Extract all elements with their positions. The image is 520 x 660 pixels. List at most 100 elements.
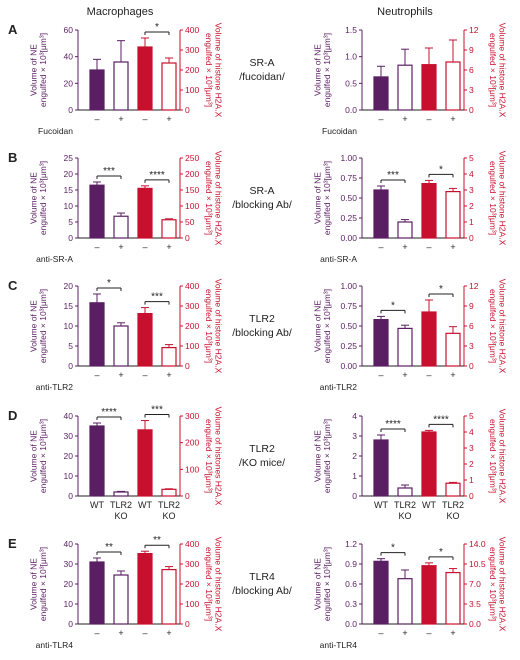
y-axis-title-right-line: engulfed × 10³[μm³]: [488, 419, 498, 493]
x-tick-label: WT: [138, 500, 152, 510]
bar: [113, 61, 129, 111]
y-axis-title-left-line: Volume of NE: [313, 300, 323, 352]
y-axis-title-right-line: engulfed × 10³[μm³]: [204, 33, 214, 107]
x-tick-label: +: [166, 242, 171, 252]
x-tick-label: +: [450, 628, 455, 638]
y-tick-label-left: 0: [68, 361, 73, 371]
y-tick-label-right: 100: [185, 464, 199, 474]
y-tick-label-right: 200: [185, 169, 199, 179]
header-macrophages: Macrophages: [87, 6, 154, 18]
y-axis-title-left: Volume of NEengulfed × 10³[μm³]: [29, 33, 48, 107]
bar: [137, 429, 153, 497]
y-axis-title-left-line: Volume of NE: [313, 558, 323, 610]
y-tick-label-left: 2: [352, 451, 357, 461]
y-tick-label-left: 0: [68, 233, 73, 243]
y-tick-label-right: 9: [469, 301, 474, 311]
y-axis-title-right: Volume of histone H2A.Xengulfed × 10³[μm…: [204, 537, 223, 632]
bar: [373, 439, 389, 497]
y-tick-label-right: 1: [469, 475, 474, 485]
y-tick-label-left: 0.9: [345, 559, 357, 569]
bar: [161, 347, 177, 367]
y-axis-title-left-line: Volume of NE: [29, 172, 39, 224]
y-axis-title-right: Volume of histone H2A.Xengulfed × 10³[μm…: [488, 151, 507, 246]
x-tick-label: –: [378, 114, 383, 124]
y-tick-label-right: 0: [185, 619, 190, 629]
y-tick-label-left: 30: [64, 559, 74, 569]
bar: [113, 574, 129, 625]
y-axis-title-right: Volume of histone H2A.Xengulfed × 10³[μm…: [488, 409, 507, 504]
y-axis-title-right-line: engulfed × 10³[μm³]: [488, 33, 498, 107]
y-tick-label-left: 20: [64, 281, 74, 291]
y-tick-label-left: 20: [64, 78, 74, 88]
y-axis-title-right-line: engulfed × 10³[μm³]: [204, 289, 214, 363]
center-label-B-0: SR-A: [249, 185, 274, 197]
y-axis-title-right-line: engulfed × 10³[μm³]: [488, 547, 498, 621]
y-tick-label-right: 300: [185, 559, 199, 569]
y-tick-label-right: 300: [185, 411, 199, 421]
significance-label: *: [439, 547, 443, 558]
y-axis-title-left-line: Volume of NE: [29, 300, 39, 352]
y-tick-label-right: 0: [185, 361, 190, 371]
y-tick-label-right: 12: [469, 281, 479, 291]
x-tick-label: –: [142, 370, 147, 380]
y-tick-label-left: 0.0: [345, 105, 357, 115]
bar: [397, 221, 413, 239]
y-tick-label-right: 400: [185, 25, 199, 35]
y-axis-title-right: Volume of histones H2A.Xengulfed × 10³[μ…: [204, 407, 223, 506]
treatment-label: anti-TLR2: [36, 382, 74, 392]
y-axis-title-right-line: Volume of histone H2A.X: [497, 151, 507, 246]
y-tick-label-left: 0.50: [340, 321, 357, 331]
bar: [113, 491, 129, 497]
y-axis-title-left: Volume of NEengulfed × 10³[μm³]: [29, 547, 48, 621]
x-tick-label: +: [118, 628, 123, 638]
y-tick-label-left: 1.0: [345, 52, 357, 62]
y-tick-label-left: 4: [352, 411, 357, 421]
bar: [137, 46, 153, 111]
treatment-label: Fucoidan: [38, 126, 73, 136]
y-axis-title-right-line: engulfed × 10³[μm³]: [204, 547, 214, 621]
y-tick-label-left: 10: [64, 599, 74, 609]
significance-label: ****: [433, 414, 449, 425]
y-axis-title-left-line: Volume of NE: [313, 172, 323, 224]
bar: [373, 319, 389, 367]
x-tick-label: KO: [162, 511, 175, 521]
y-tick-label-right: 0: [469, 361, 474, 371]
bar: [89, 69, 105, 111]
y-axis-title-left-line: engulfed × 10³[μm³]: [322, 419, 332, 493]
bar: [89, 425, 105, 497]
y-tick-label-right: 2: [469, 459, 474, 469]
y-tick-label-left: 40: [64, 411, 74, 421]
bar: [421, 183, 437, 239]
y-tick-label-right: 100: [185, 85, 199, 95]
panel-letter-D: D: [8, 408, 17, 423]
y-tick-label-right: 7.0: [469, 579, 481, 589]
y-axis-title-left-line: engulfed × 10³[μm³]: [322, 161, 332, 235]
treatment-label: anti-TLR4: [320, 640, 358, 650]
x-tick-label: +: [118, 114, 123, 124]
y-axis-title-left-line: engulfed × 10³[μm³]: [38, 161, 48, 235]
y-tick-label-left: 10: [64, 471, 74, 481]
x-tick-label: WT: [422, 500, 436, 510]
y-axis-title-right: Volume of histone H2A.Xengulfed × 10³[μm…: [488, 537, 507, 632]
y-tick-label-left: 25: [64, 153, 74, 163]
y-tick-label-right: 0: [185, 105, 190, 115]
y-axis-title-right-line: engulfed × 10³[μm³]: [488, 161, 498, 235]
panel-letter-B: B: [8, 150, 17, 165]
y-axis-title-right-line: Volume of histone H2A.X: [497, 279, 507, 374]
center-label-A-0: SR-A: [249, 57, 274, 69]
y-tick-label-right: 14.0: [469, 539, 486, 549]
center-label-D-1: /KO mice/: [239, 457, 285, 469]
bar: [421, 64, 437, 111]
y-tick-label-left: 0.6: [345, 579, 357, 589]
bar: [445, 482, 461, 497]
y-tick-label-left: 60: [64, 25, 74, 35]
bar: [373, 76, 389, 111]
y-tick-label-left: 15: [64, 301, 74, 311]
y-axis-title-left: Volume of NEengulfed × 10³[μm³]: [313, 289, 332, 363]
significance-label: *: [391, 543, 395, 554]
